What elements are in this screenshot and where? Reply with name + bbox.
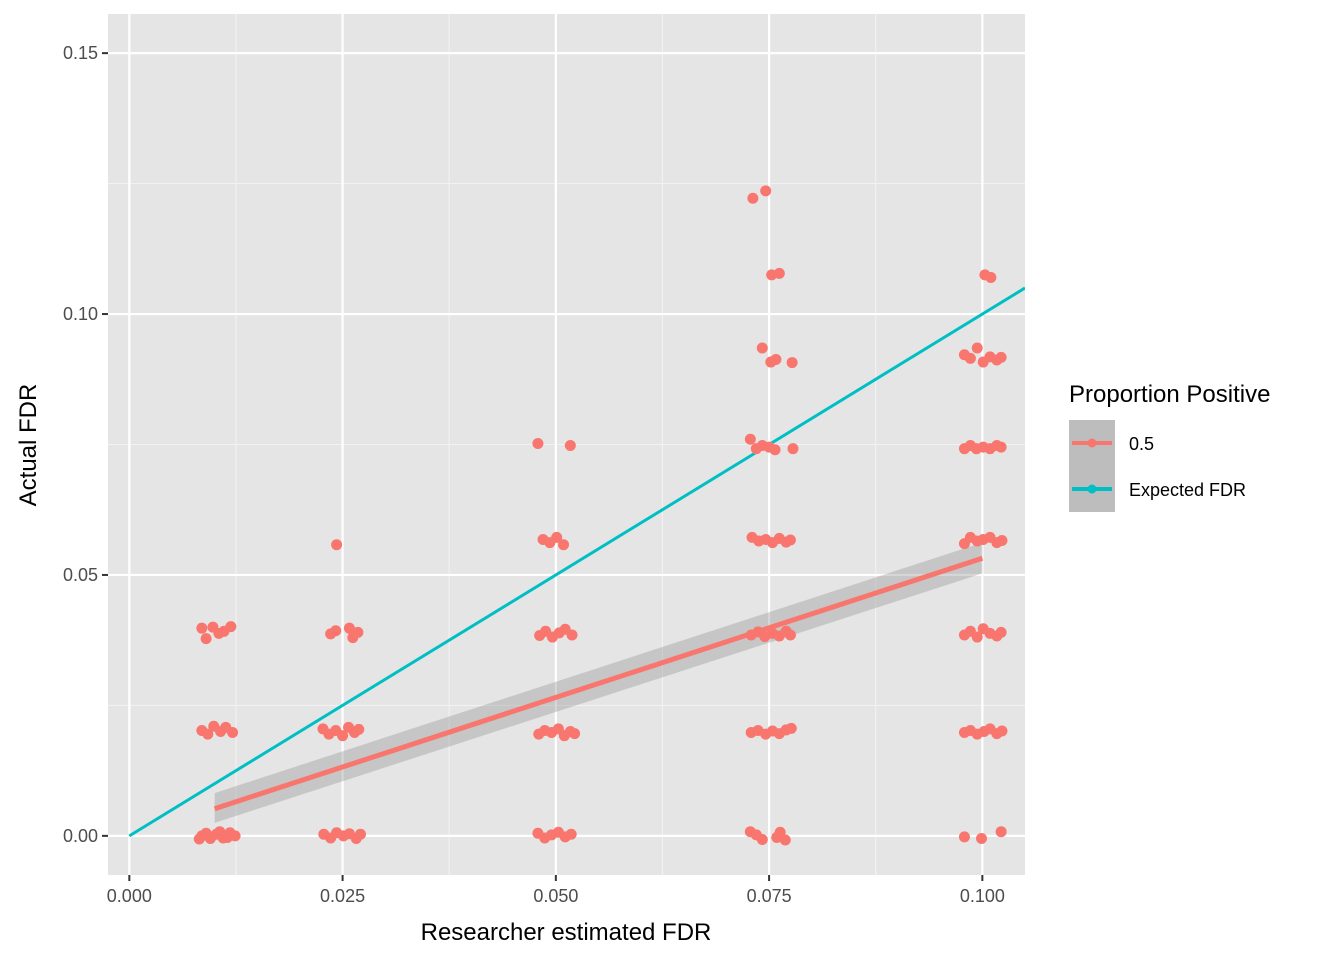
y-tick-label: 0.15: [63, 43, 98, 63]
data-point: [784, 534, 796, 546]
legend-key-background: [1069, 420, 1115, 512]
data-point: [779, 834, 791, 846]
data-point: [225, 621, 237, 633]
data-point: [756, 834, 768, 846]
data-point: [744, 433, 756, 445]
data-point: [996, 725, 1008, 737]
data-point: [221, 831, 233, 843]
data-point: [958, 831, 970, 843]
data-point: [769, 444, 781, 456]
legend-title: Proportion Positive: [1069, 381, 1270, 408]
legend: Proportion Positive 0.5 Expected FDR: [1069, 381, 1270, 512]
data-point: [786, 357, 798, 369]
data-point: [353, 723, 365, 735]
axes-layer: 0.000 0.025 0.050 0.075 0.100 0.00 0.05 0.10 0.1…: [63, 43, 1005, 906]
data-point: [352, 626, 364, 638]
data-point: [566, 629, 578, 641]
data-point: [330, 625, 342, 637]
x-tick-label: 0.050: [533, 886, 578, 906]
data-point: [770, 353, 782, 365]
data-point: [196, 622, 208, 634]
x-tick-label: 0.000: [107, 886, 152, 906]
data-point: [760, 185, 772, 197]
data-point: [995, 626, 1007, 638]
data-point: [995, 441, 1007, 453]
legend-key-point: [1087, 484, 1097, 494]
data-point: [569, 728, 581, 740]
y-tick-label: 0.05: [63, 565, 98, 585]
data-point: [214, 826, 226, 838]
x-axis-title: Researcher estimated FDR: [421, 919, 712, 946]
legend-key-point: [1087, 438, 1097, 448]
legend-label-series-0-5: 0.5: [1129, 434, 1154, 454]
data-point: [532, 437, 544, 449]
legend-key-series-0-5: [1072, 438, 1112, 448]
x-tick-label: 0.100: [960, 886, 1005, 906]
data-point: [564, 440, 576, 452]
data-point: [785, 722, 797, 734]
data-point: [558, 539, 570, 551]
legend-key-expected-fdr: [1072, 484, 1112, 494]
data-point: [193, 833, 205, 845]
data-point: [565, 828, 577, 840]
data-point: [551, 531, 563, 543]
data-point: [756, 342, 768, 354]
series-lines-layer: [128, 286, 1025, 838]
data-point: [774, 826, 786, 838]
data-point: [202, 728, 214, 740]
data-point: [747, 192, 759, 204]
data-point: [773, 267, 785, 279]
x-tick-label: 0.075: [747, 886, 792, 906]
y-axis-title: Actual FDR: [15, 384, 42, 507]
data-point: [996, 535, 1008, 547]
data-point: [985, 272, 997, 284]
data-point: [971, 342, 983, 354]
y-tick-label: 0.10: [63, 304, 98, 324]
data-point: [964, 352, 976, 364]
x-tick-label: 0.025: [320, 886, 365, 906]
data-point: [995, 826, 1007, 838]
data-point: [784, 629, 796, 641]
data-point: [787, 443, 799, 455]
data-point: [337, 730, 349, 742]
data-point: [975, 832, 987, 844]
expected-fdr-line: [128, 286, 1025, 838]
data-point: [971, 631, 983, 643]
data-point: [200, 633, 212, 645]
data-point: [227, 727, 239, 739]
data-point: [995, 351, 1007, 363]
data-points-layer: [193, 185, 1008, 846]
data-point: [343, 622, 355, 634]
data-point: [354, 828, 366, 840]
y-tick-label: 0.00: [63, 826, 98, 846]
fit-regression-line: [213, 555, 984, 812]
data-point: [331, 539, 343, 551]
legend-label-expected-fdr: Expected FDR: [1129, 480, 1246, 500]
